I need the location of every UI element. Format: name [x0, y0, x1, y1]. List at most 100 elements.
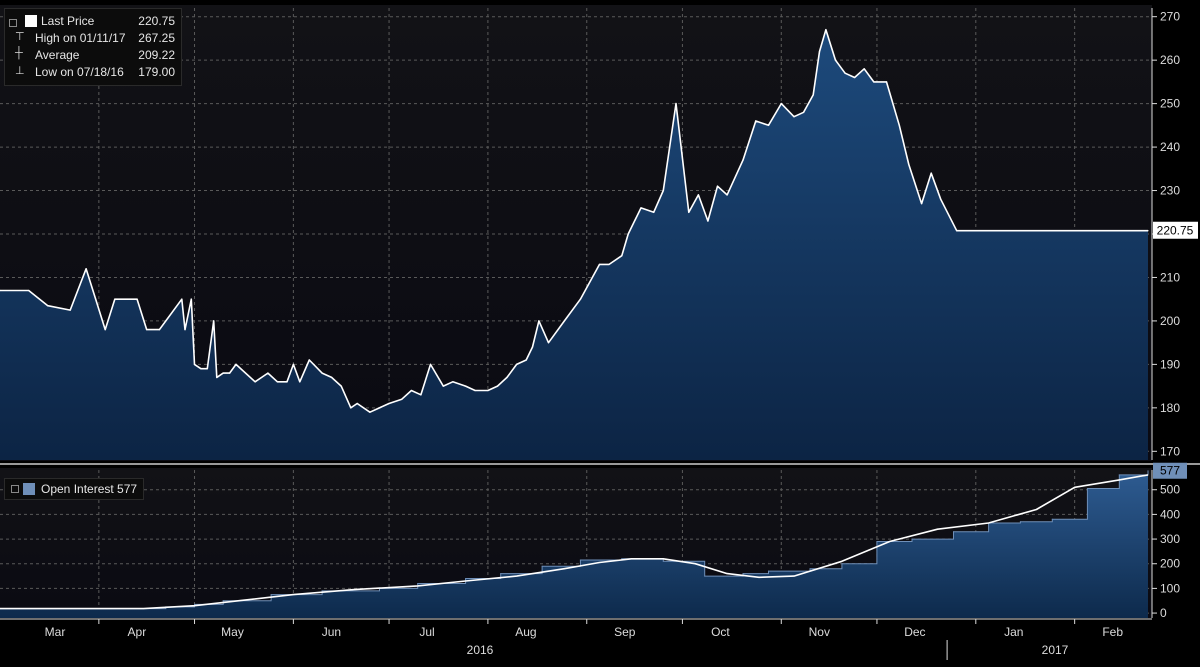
x-tick-label: Oct	[711, 625, 730, 639]
open-interest-point	[1086, 488, 1088, 489]
y-tick-label-upper: 210	[1160, 270, 1180, 284]
y-tick-label-lower: 500	[1160, 483, 1180, 497]
price-point	[1141, 230, 1143, 232]
price-point	[598, 263, 601, 265]
price-point	[222, 372, 224, 374]
price-point	[321, 372, 323, 374]
y-tick-label-upper: 270	[1160, 10, 1180, 24]
price-point	[1045, 230, 1047, 232]
y-tick-label-lower: 400	[1160, 507, 1180, 521]
price-point	[235, 363, 237, 365]
open-interest-legend: Open Interest 577	[4, 478, 144, 500]
price-point	[254, 381, 256, 383]
price-point	[1147, 230, 1149, 232]
price-point	[1131, 230, 1133, 232]
price-point	[158, 329, 160, 331]
legend-low: ⊥ Low on 07/18/16 179.00	[5, 64, 181, 80]
open-interest-point	[579, 559, 581, 561]
price-point	[885, 81, 888, 83]
price-point	[487, 389, 489, 392]
price-point	[780, 103, 782, 105]
white-square-icon	[25, 15, 37, 27]
price-point	[308, 359, 310, 361]
price-point	[1016, 230, 1018, 232]
price-point	[627, 233, 629, 235]
price-point	[190, 298, 192, 300]
price-point	[956, 230, 958, 232]
price-point	[525, 359, 527, 361]
price-point	[104, 329, 106, 331]
price-point	[688, 211, 690, 213]
price-point	[538, 320, 540, 322]
price-point	[200, 368, 202, 370]
x-tick-label: Aug	[515, 625, 536, 639]
year-label-2017: 2017	[1042, 643, 1069, 657]
price-area-fill	[0, 29, 1148, 460]
open-interest-point	[417, 583, 419, 584]
price-point	[276, 381, 278, 383]
x-tick-label: Sep	[614, 625, 636, 639]
price-point	[812, 94, 814, 96]
price-point	[1074, 230, 1076, 232]
price-point	[697, 194, 700, 196]
x-tick-label: Jun	[322, 625, 341, 639]
y-axis-lower: 0 100 200 300 400 500	[1151, 470, 1180, 620]
price-point	[506, 376, 508, 378]
price-point	[331, 376, 333, 378]
value-tags: 220.75 577	[1153, 221, 1198, 479]
price-point	[420, 394, 422, 396]
open-interest-point	[541, 565, 543, 567]
open-interest-point	[222, 600, 224, 602]
open-interest-point	[768, 570, 769, 572]
price-point	[69, 309, 71, 311]
open-interest-point	[270, 594, 272, 596]
price-point	[742, 159, 744, 161]
price-point	[767, 124, 770, 126]
open-interest-point	[465, 578, 467, 579]
oi-tag: 577	[1160, 464, 1180, 478]
price-point	[726, 194, 728, 196]
x-tick-label: Nov	[809, 625, 830, 639]
legend-high: ⊤ High on 01/11/17 267.25	[5, 30, 181, 46]
price-point	[716, 185, 719, 187]
price-point	[1026, 230, 1028, 232]
price-point	[410, 389, 412, 392]
y-tick-label-lower: 100	[1160, 581, 1180, 595]
price-point	[531, 346, 534, 348]
price-point	[369, 411, 371, 413]
price-point	[350, 407, 352, 409]
open-interest-point	[621, 558, 623, 560]
price-point	[908, 163, 910, 166]
price-point	[755, 120, 757, 122]
price-point	[547, 342, 550, 344]
open-interest-point	[1118, 474, 1120, 476]
price-point	[707, 220, 709, 222]
average-marker-icon: ┼	[15, 47, 23, 59]
last-price-tag-box	[1153, 221, 1198, 239]
price-point	[1093, 230, 1095, 232]
price-point	[844, 72, 846, 74]
checkbox-icon[interactable]	[9, 19, 17, 27]
open-interest-point	[841, 563, 843, 565]
price-point	[292, 363, 294, 365]
y-tick-label-lower: 300	[1160, 532, 1180, 546]
x-tick-label: May	[221, 625, 244, 639]
price-point	[28, 289, 30, 292]
price-point	[1080, 230, 1082, 232]
open-interest-fill	[0, 470, 1148, 618]
x-tick-label: Dec	[904, 625, 925, 639]
price-point	[653, 211, 655, 213]
price-point	[213, 320, 215, 322]
price-point	[496, 385, 499, 387]
price-point	[47, 305, 49, 307]
price-point	[640, 207, 642, 209]
checkbox-icon[interactable]	[11, 485, 19, 493]
price-point	[299, 381, 301, 383]
price-point	[825, 29, 827, 31]
price-point	[608, 263, 610, 265]
price-point	[579, 298, 582, 300]
legend-average: ┼ Average 209.22	[5, 47, 181, 63]
price-point	[286, 381, 288, 383]
open-interest-average-line	[0, 474, 1149, 610]
legend-low-value: 179.00	[138, 65, 175, 79]
